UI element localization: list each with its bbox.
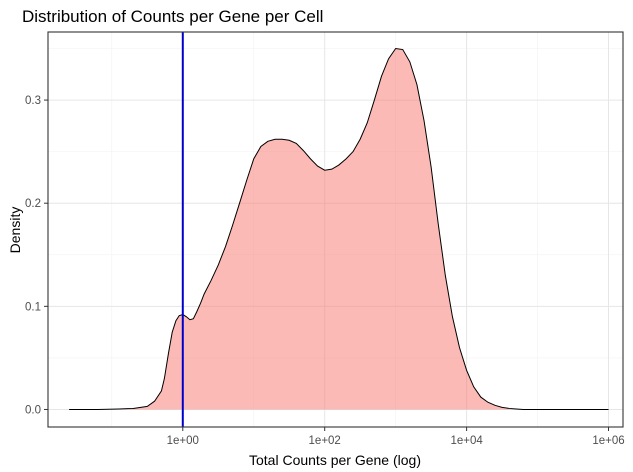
x-tick-label: 1e+06: [592, 435, 624, 447]
x-tick-label: 1e+04: [450, 435, 483, 447]
chart-title: Distribution of Counts per Gene per Cell: [22, 7, 323, 26]
x-axis-title: Total Counts per Gene (log): [249, 452, 421, 468]
density-curve: [69, 47, 609, 410]
y-axis: 0.0 0.1 0.2 0.3: [25, 95, 48, 416]
x-tick-label: 1e+02: [309, 435, 341, 447]
y-tick-label: 0.1: [25, 301, 41, 313]
plot-panel-border: [47, 31, 624, 428]
density-area: [69, 48, 609, 410]
y-tick-label: 0.3: [25, 95, 41, 107]
x-axis: 1e+00 1e+02 1e+04 1e+06: [167, 427, 625, 447]
y-axis-title: Density: [7, 207, 23, 254]
x-tick-label: 1e+00: [167, 435, 199, 447]
y-tick-label: 0.0: [25, 404, 41, 416]
y-tick-label: 0.2: [25, 198, 41, 210]
